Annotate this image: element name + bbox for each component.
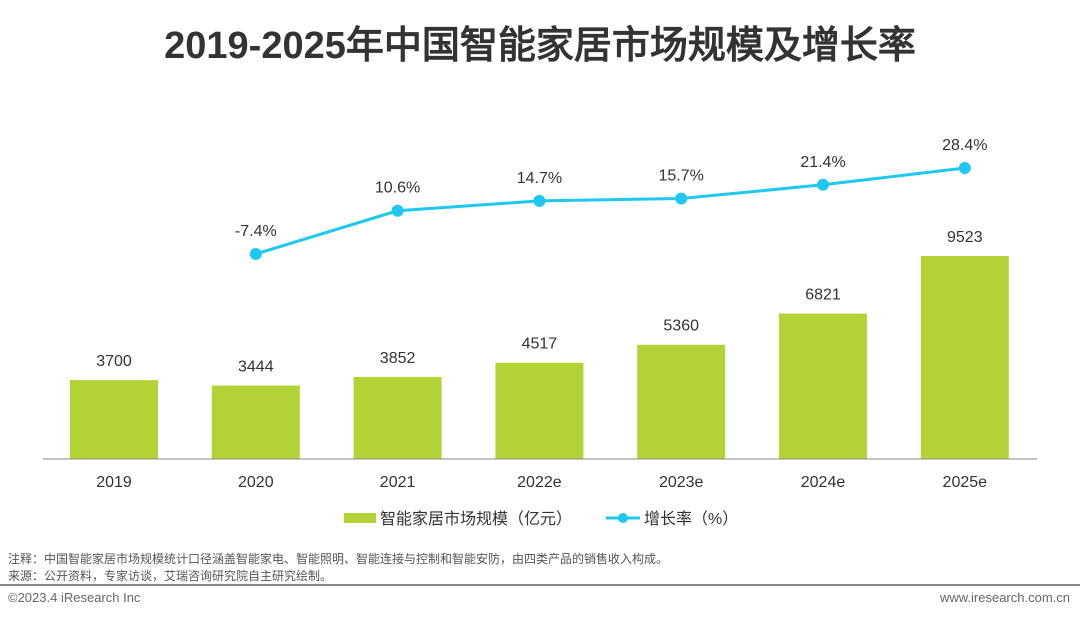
bar (637, 344, 726, 459)
copyright: ©2023.4 iResearch Inc (8, 590, 141, 605)
bar-value-label: 3700 (96, 353, 132, 370)
growth-point (817, 178, 829, 191)
chart-title: 2019-2025年中国智能家居市场规模及增长率 (164, 25, 916, 67)
x-tick-label: 2023e (659, 474, 704, 491)
x-tick-label: 2021 (380, 474, 416, 491)
legend-bar-label: 智能家居市场规模（亿元） (380, 510, 572, 528)
x-tick-label: 2022e (517, 474, 562, 491)
legend-line-label: 增长率（%） (644, 510, 738, 528)
growth-label: -7.4% (235, 223, 277, 240)
legend-line-marker (618, 513, 628, 523)
website: www.iresearch.com.cn (939, 590, 1070, 605)
legend-bar-swatch (344, 513, 376, 523)
growth-line (255, 166, 965, 256)
growth-point (675, 192, 688, 205)
bar-value-label: 3444 (238, 359, 274, 376)
growth-label: 28.4% (942, 137, 987, 154)
bar (495, 362, 584, 459)
bar-value-label: 4517 (522, 336, 558, 353)
bar-value-label: 5360 (663, 318, 699, 335)
growth-label: 14.7% (517, 170, 562, 187)
bar-value-label: 3852 (380, 350, 416, 367)
bar-value-label: 9523 (947, 229, 983, 246)
bar (70, 380, 158, 459)
growth-point (958, 161, 971, 174)
source-text: 来源：公开资料，专家访谈，艾瑞咨询研究院自主研究绘制。 (8, 569, 333, 583)
x-tick-label: 2025e (943, 474, 988, 491)
growth-label: 15.7% (659, 167, 704, 184)
bar (353, 376, 442, 459)
growth-label: 21.4% (800, 154, 845, 171)
growth-label: 10.6% (375, 180, 420, 197)
note-text: 注释：中国智能家居市场规模统计口径涵盖智能家电、智能照明、智能连接与控制和智能安… (8, 552, 669, 566)
x-tick-label: 2019 (96, 474, 132, 491)
growth-point (391, 204, 404, 217)
bar-value-label: 6821 (805, 287, 841, 304)
bar (779, 313, 867, 459)
bar (920, 256, 1009, 459)
bar (211, 385, 300, 459)
x-tick-label: 2024e (801, 474, 846, 491)
divider (0, 584, 1080, 586)
x-tick-label: 2020 (238, 474, 274, 491)
growth-point (249, 247, 262, 260)
growth-point (533, 194, 546, 207)
